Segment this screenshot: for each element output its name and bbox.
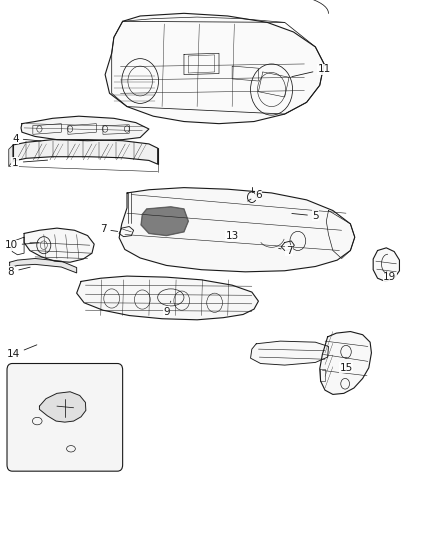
Text: 19: 19 xyxy=(383,272,396,282)
Text: 9: 9 xyxy=(163,301,171,317)
Text: 8: 8 xyxy=(7,267,30,277)
Text: 6: 6 xyxy=(247,190,262,201)
Text: 10: 10 xyxy=(4,240,39,250)
Text: 5: 5 xyxy=(292,211,319,221)
Polygon shape xyxy=(105,13,324,124)
Text: 1: 1 xyxy=(12,158,48,167)
Polygon shape xyxy=(251,341,328,365)
Polygon shape xyxy=(10,259,77,273)
Text: 11: 11 xyxy=(292,64,331,77)
Polygon shape xyxy=(24,228,94,262)
Polygon shape xyxy=(21,116,149,141)
FancyBboxPatch shape xyxy=(7,364,123,471)
Polygon shape xyxy=(141,207,188,236)
Polygon shape xyxy=(119,188,355,272)
Polygon shape xyxy=(373,248,399,281)
Text: 15: 15 xyxy=(339,357,353,373)
Polygon shape xyxy=(77,276,258,320)
Polygon shape xyxy=(13,140,158,164)
Polygon shape xyxy=(39,392,86,422)
Polygon shape xyxy=(320,332,371,394)
Text: 7: 7 xyxy=(99,224,118,234)
Polygon shape xyxy=(9,145,13,166)
Text: 7: 7 xyxy=(279,246,293,255)
Text: 13: 13 xyxy=(226,231,239,240)
Text: 14: 14 xyxy=(7,345,37,359)
Text: 4: 4 xyxy=(12,134,41,143)
